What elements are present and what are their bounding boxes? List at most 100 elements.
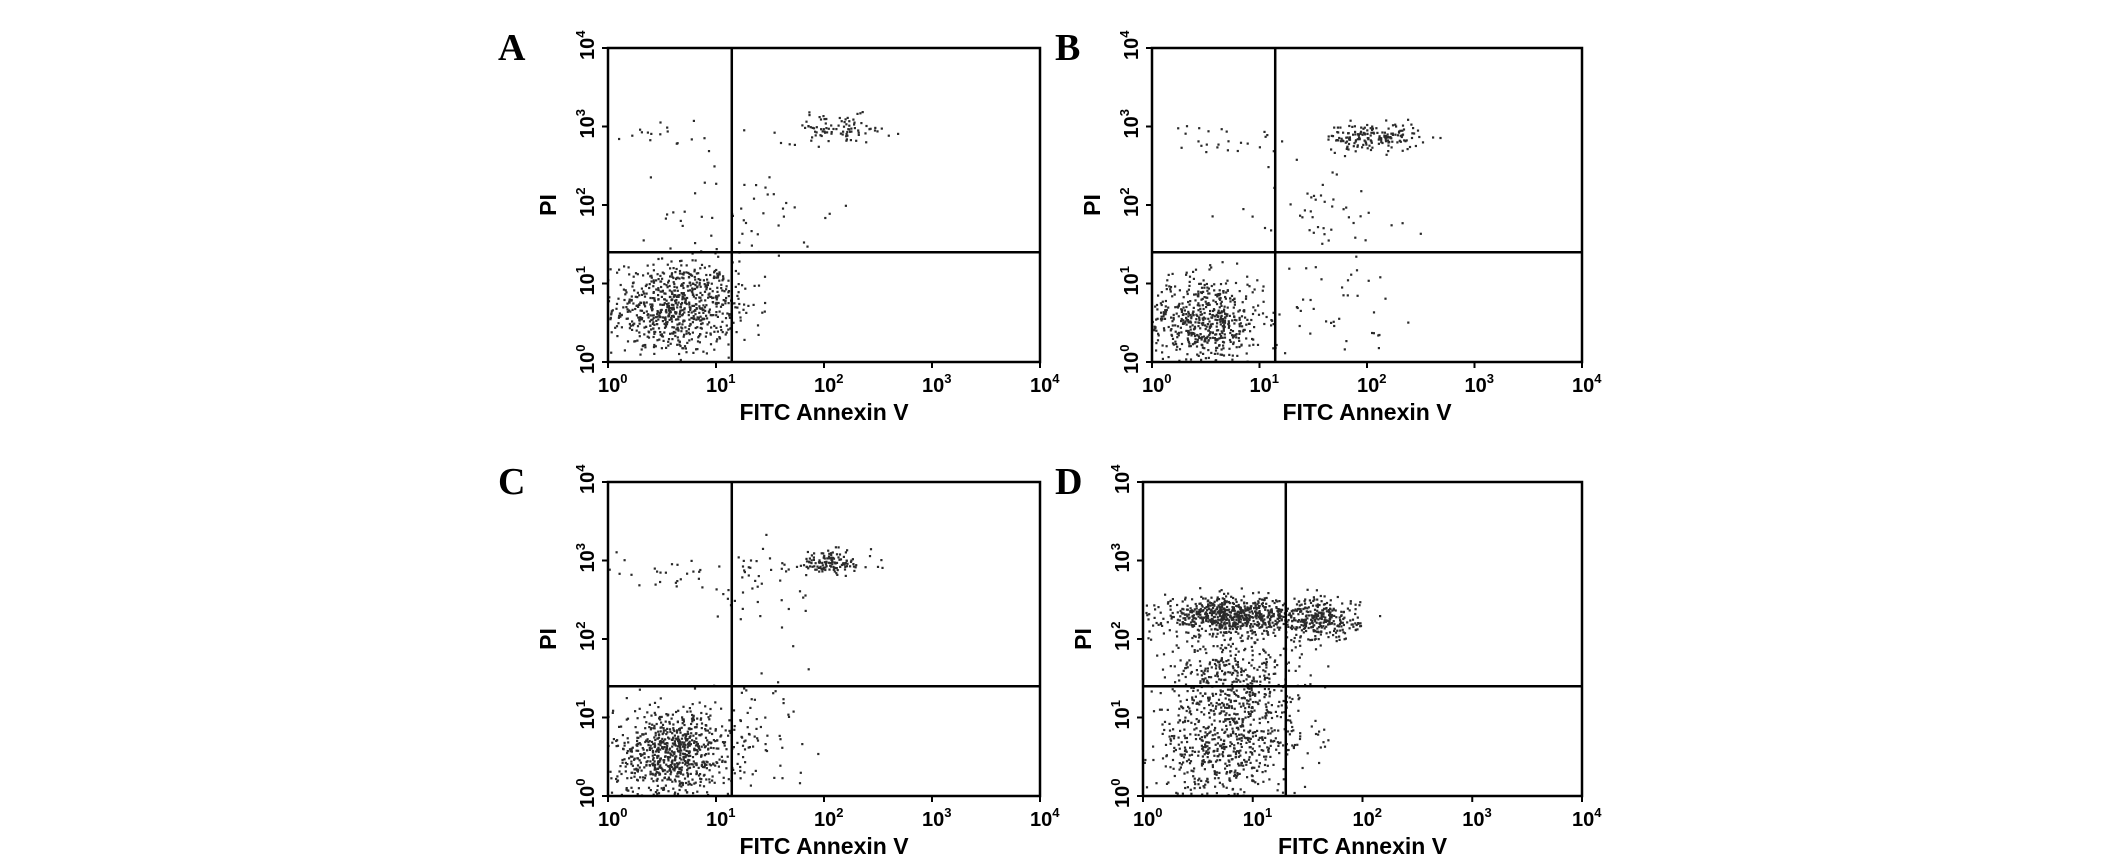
data-point xyxy=(1155,342,1158,345)
data-point xyxy=(687,808,689,810)
data-point xyxy=(1230,805,1232,807)
data-point xyxy=(694,753,697,756)
data-point xyxy=(639,316,642,319)
data-point xyxy=(1245,741,1248,744)
data-point xyxy=(1193,325,1196,328)
data-point xyxy=(1262,300,1265,303)
data-point xyxy=(732,768,735,771)
data-point xyxy=(695,764,698,767)
data-point xyxy=(1351,618,1355,621)
data-point xyxy=(842,555,845,558)
data-point xyxy=(822,567,825,570)
data-point xyxy=(1242,670,1245,673)
data-point xyxy=(703,766,706,769)
data-point xyxy=(1293,609,1296,612)
data-point xyxy=(755,184,758,187)
data-point xyxy=(1354,608,1357,611)
data-point xyxy=(1137,312,1139,314)
data-point xyxy=(602,324,604,326)
data-point xyxy=(1367,279,1370,282)
data-point xyxy=(761,311,764,314)
data-point xyxy=(1371,128,1374,131)
data-point xyxy=(1204,300,1207,303)
data-point xyxy=(653,567,656,570)
data-point xyxy=(680,769,683,772)
data-point xyxy=(1214,300,1217,304)
data-point xyxy=(774,690,777,693)
data-point xyxy=(1231,642,1234,645)
data-point xyxy=(681,298,684,301)
data-point xyxy=(1282,778,1285,781)
data-point xyxy=(1312,629,1315,632)
data-point xyxy=(744,739,747,742)
data-point xyxy=(1233,707,1236,710)
data-point xyxy=(1191,312,1194,315)
y-tick-label: 102 xyxy=(1117,188,1143,217)
data-point xyxy=(1216,338,1219,341)
data-point xyxy=(1329,603,1332,607)
data-point xyxy=(1228,694,1231,697)
data-point xyxy=(1299,644,1302,647)
data-point xyxy=(1196,673,1199,676)
data-point xyxy=(683,760,687,763)
data-point xyxy=(1198,660,1202,663)
data-point xyxy=(1204,365,1206,367)
data-point xyxy=(1206,600,1209,603)
data-point xyxy=(810,139,813,142)
data-point xyxy=(1195,718,1198,721)
data-point xyxy=(744,221,748,225)
data-point xyxy=(645,764,648,767)
data-point xyxy=(848,124,851,127)
data-point xyxy=(1251,747,1254,750)
data-point xyxy=(666,130,669,133)
data-point xyxy=(659,303,662,306)
data-point xyxy=(640,293,644,296)
data-point xyxy=(1180,317,1183,321)
data-point xyxy=(1288,612,1291,615)
data-point xyxy=(1201,323,1204,327)
data-point xyxy=(687,773,690,776)
data-point xyxy=(1278,617,1281,620)
data-point xyxy=(1261,738,1264,741)
data-point xyxy=(1225,771,1229,774)
data-point xyxy=(1161,317,1164,321)
x-tick-label: 101 xyxy=(1250,371,1279,397)
data-point xyxy=(724,299,727,302)
data-point xyxy=(633,289,636,292)
data-point xyxy=(1293,617,1296,620)
y-axis-label: PI xyxy=(1079,194,1105,216)
data-point xyxy=(1228,779,1231,782)
data-point xyxy=(756,585,759,588)
data-point xyxy=(700,733,703,736)
data-point xyxy=(1371,146,1374,149)
data-point xyxy=(1266,764,1269,767)
data-point xyxy=(616,775,619,778)
data-point xyxy=(611,309,614,312)
y-tick-label: 103 xyxy=(1117,109,1143,138)
data-point xyxy=(751,773,754,776)
data-point xyxy=(808,111,811,114)
data-point xyxy=(1228,602,1231,605)
data-point xyxy=(1236,721,1239,724)
data-point xyxy=(1260,736,1263,739)
data-point xyxy=(1390,224,1393,227)
data-point xyxy=(725,288,728,291)
data-point xyxy=(653,711,656,714)
data-point xyxy=(1268,677,1271,680)
data-point xyxy=(1204,727,1207,730)
data-point xyxy=(695,732,698,735)
data-point xyxy=(1191,620,1194,623)
data-point xyxy=(1169,742,1172,745)
data-point xyxy=(1347,132,1350,135)
data-point xyxy=(705,778,708,781)
data-point xyxy=(1214,726,1217,730)
data-point xyxy=(718,336,721,339)
data-point xyxy=(1223,678,1226,682)
data-point xyxy=(1314,648,1318,651)
data-point xyxy=(1299,732,1302,735)
data-point xyxy=(1310,196,1313,199)
data-point xyxy=(678,784,681,787)
data-point xyxy=(657,706,660,709)
data-point xyxy=(1258,675,1261,678)
data-point xyxy=(718,758,721,761)
